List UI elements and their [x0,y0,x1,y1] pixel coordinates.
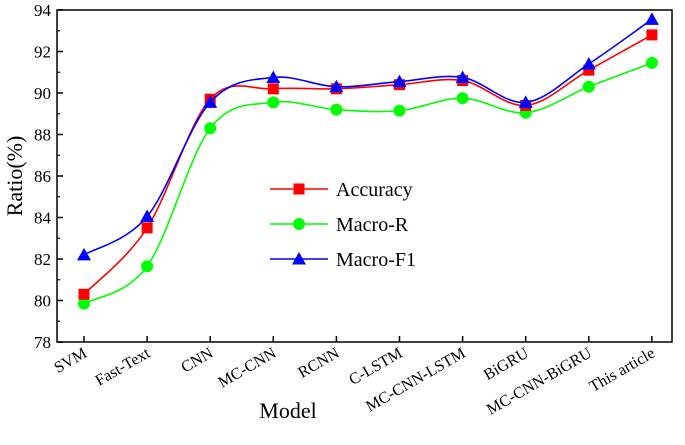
data-point [393,104,406,117]
x-tick-label: MC-CNN-BiGRU [484,345,595,419]
y-axis-title: Ratio(%) [2,136,27,217]
x-tick-label: Fast-Text [92,344,153,389]
legend-item: Macro-F1 [270,249,416,271]
y-tick-label: 90 [34,84,51,103]
plot-frame [56,9,673,343]
series-layer [77,12,659,310]
data-point [644,12,659,25]
data-point [140,209,155,222]
y-tick-label: 94 [34,1,52,20]
data-point [330,103,343,116]
data-point [581,56,596,70]
series-macro-f1 [77,12,659,261]
data-point [203,95,218,108]
y-tick-label: 86 [34,167,51,186]
x-tick-label: SVM [51,345,90,377]
legend-label: Macro-R [336,214,409,236]
data-point [646,29,658,41]
x-tick-label: CNN [178,345,216,377]
data-point [583,64,595,76]
x-tick-label: RCNN [295,345,342,382]
y-tick-label: 84 [34,209,52,228]
x-axis-title: Model [259,398,316,423]
x-axis: SVM Fast-Text CNN MC-CNN RCNN C-LSTMMC-CNN-LS… [51,336,658,419]
data-point [266,70,281,83]
y-tick-label: 92 [34,43,51,62]
data-point [645,56,658,69]
series-line [83,34,653,295]
legend-marker [293,218,305,230]
data-point [582,80,595,93]
x-tick-label: MC-CNN [215,345,279,392]
x-tick-label: BiGRU [481,345,532,384]
y-axis: 78 80 82 84 86 88 90 92 94 [34,1,63,352]
data-point [455,70,470,83]
data-point [267,96,280,109]
data-point [518,95,533,108]
data-point [78,288,90,300]
data-point [456,92,469,105]
data-point [141,260,154,273]
data-point [204,122,217,135]
legend-item: Macro-R [270,214,409,236]
series-line [83,18,653,256]
y-tick-label: 78 [34,333,51,352]
legend-label: Accuracy [336,179,413,201]
legend: Accuracy Macro-R Macro-F1 [270,179,416,271]
legend-item: Accuracy [270,179,413,201]
legend-marker [292,252,306,265]
data-point [77,247,91,261]
legend-marker [293,183,305,195]
y-tick-label: 88 [34,126,51,145]
data-point [78,297,90,310]
y-tick-label: 82 [34,250,51,269]
legend-label: Macro-F1 [336,249,416,271]
data-point [267,83,279,95]
data-point [329,79,344,93]
x-tick-label: This article [587,345,658,396]
data-point [141,222,153,234]
y-tick-label: 80 [34,292,51,311]
series-line [83,62,653,305]
data-point [392,74,407,88]
